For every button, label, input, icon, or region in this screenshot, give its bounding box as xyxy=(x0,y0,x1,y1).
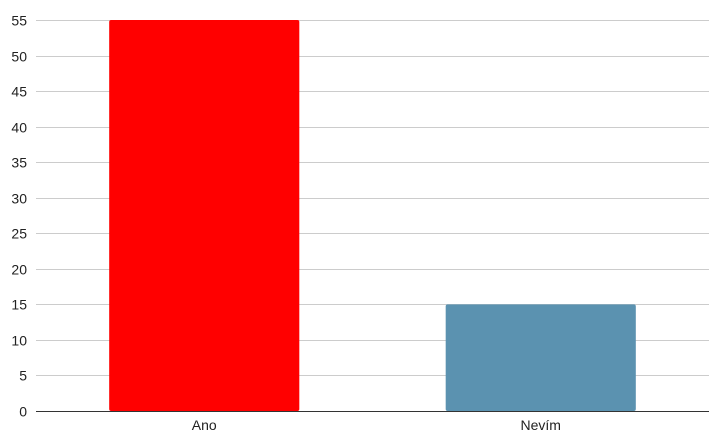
x-category-label: Ano xyxy=(192,417,217,433)
bar-ano xyxy=(109,20,300,411)
y-tick-label: 50 xyxy=(11,49,27,65)
y-tick-label: 35 xyxy=(11,155,27,171)
x-category-label: Nevím xyxy=(521,417,561,433)
y-tick-label: 40 xyxy=(11,120,27,136)
bar-nevím xyxy=(445,304,636,411)
y-axis-ticks: 0 5 10 15 20 25 30 35 40 45 50 55 xyxy=(11,13,27,420)
y-tick-label: 5 xyxy=(19,368,27,384)
y-tick-label: 55 xyxy=(11,13,27,29)
y-tick-label: 30 xyxy=(11,191,27,207)
y-tick-label: 0 xyxy=(19,404,27,420)
y-tick-label: 10 xyxy=(11,333,27,349)
y-tick-label: 25 xyxy=(11,226,27,242)
y-tick-label: 20 xyxy=(11,262,27,278)
bars xyxy=(109,20,636,411)
y-tick-label: 15 xyxy=(11,297,27,313)
x-axis-labels: Ano Nevím xyxy=(192,417,561,433)
y-tick-label: 45 xyxy=(11,84,27,100)
